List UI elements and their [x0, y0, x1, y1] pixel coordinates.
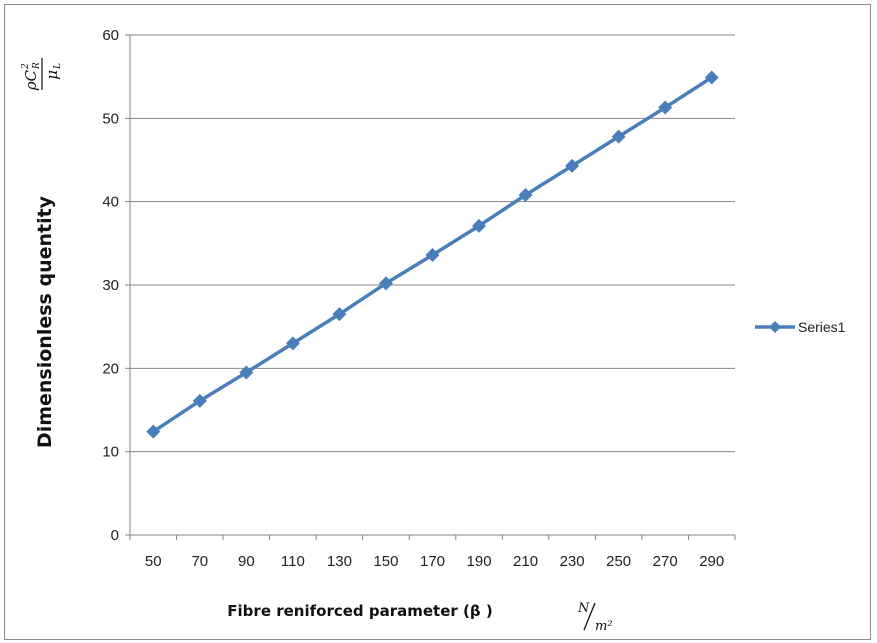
series1-point [239, 365, 254, 380]
y-fraction-numerator-sub: R [32, 62, 42, 70]
y-fraction-denominator: μ [43, 70, 61, 80]
x-tick-label: 270 [653, 553, 678, 570]
x-tick-labels: 50 70 90 110 130 150 170 190 210 230 250 270 290 [145, 553, 724, 570]
x-unit-slash [583, 602, 596, 631]
x-tick-label: 90 [238, 553, 255, 570]
y-tick-label: 50 [102, 110, 119, 127]
series1-point [611, 129, 626, 144]
series1-point [146, 424, 161, 439]
x-tick-label: 230 [560, 553, 585, 570]
y-tick-label: 20 [102, 360, 119, 377]
y-tick-label: 0 [111, 527, 119, 544]
x-tick-label: 110 [281, 553, 305, 570]
legend: Series1 [755, 319, 846, 335]
x-tick-label: 130 [327, 553, 352, 570]
y-axis-fraction: ρC 2 R μ L [21, 58, 63, 91]
x-tick-label: 50 [145, 553, 162, 570]
x-tick-label: 170 [420, 553, 445, 570]
series1-point [518, 188, 533, 202]
series1-point [565, 158, 580, 173]
y-tick-label: 10 [102, 444, 119, 461]
series1-point [332, 307, 347, 322]
chart-frame [4, 4, 871, 640]
y-fraction-numerator: ρC [22, 69, 40, 91]
x-tick-label: 150 [373, 553, 398, 570]
legend-label-series1: Series1 [798, 319, 846, 335]
x-tick-label: 290 [699, 553, 724, 570]
legend-marker [769, 321, 781, 333]
series1-point [425, 248, 440, 262]
y-axis-title: Dimensionless quentity [34, 195, 56, 448]
series1-point [192, 393, 207, 408]
y-fraction-numerator-sup: 2 [21, 63, 31, 70]
y-tick-label: 40 [102, 194, 119, 211]
y-tick-label: 60 [102, 27, 119, 44]
y-tick-label: 30 [102, 277, 119, 294]
gridlines [130, 34, 735, 453]
x-unit-denominator: m² [595, 619, 613, 634]
x-tick-label: 250 [606, 553, 631, 570]
series1-point [472, 218, 487, 233]
x-tick-label: 70 [191, 553, 208, 570]
axes [125, 34, 736, 540]
series1-point [285, 336, 300, 351]
series1-point [658, 100, 673, 115]
y-axis-title-group: Dimensionless quentity [34, 195, 56, 448]
series-group [146, 70, 719, 439]
x-unit-numerator: N [577, 601, 590, 616]
series1-point [378, 276, 393, 291]
y-fraction-denominator-sub: L [53, 63, 63, 70]
x-axis-title: Fibre reniforced parameter (β ) [227, 602, 492, 620]
x-tick-label: 210 [513, 553, 538, 570]
x-axis-unit: N m² [577, 601, 613, 634]
x-tick-label: 190 [467, 553, 492, 570]
y-tick-labels: 0 10 20 30 40 50 60 [102, 27, 119, 544]
series1-point [704, 70, 719, 85]
